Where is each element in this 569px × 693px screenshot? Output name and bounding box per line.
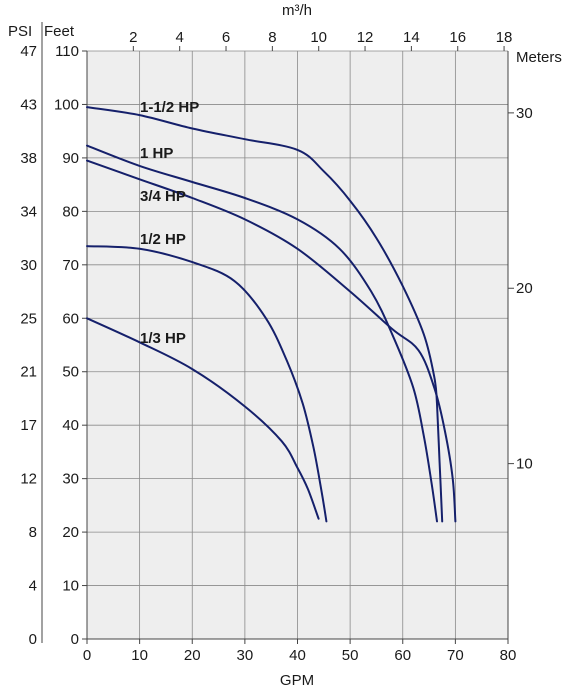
y-tick-label-8: 80	[62, 203, 79, 220]
y-tick-label-2: 20	[62, 524, 79, 541]
performance-curves	[86, 106, 457, 523]
x-tick-label-5: 50	[342, 647, 359, 664]
psi-tick-label-1: 4	[29, 578, 37, 595]
right-tick-label-0: 10	[516, 456, 533, 473]
curve-3-4-hp	[86, 159, 457, 523]
psi-tick-label-10: 43	[20, 96, 37, 113]
top-tick-label-6: 14	[403, 29, 420, 46]
x-tick-label-6: 60	[394, 647, 411, 664]
psi-tick-label-6: 25	[20, 310, 37, 327]
top-tick-label-2: 6	[222, 29, 230, 46]
right-tick-label-2: 30	[516, 105, 533, 122]
axes	[41, 22, 514, 644]
psi-tick-label-0: 0	[29, 631, 37, 648]
y-tick-label-11: 110	[55, 43, 79, 60]
y-tick-label-3: 30	[62, 471, 79, 488]
series-label-3-4-hp: 3/4 HP	[140, 188, 186, 205]
curve-1-3-hp	[86, 317, 320, 520]
top-tick-label-8: 18	[496, 29, 513, 46]
curve-1-2-hp	[86, 245, 328, 523]
y-tick-label-6: 60	[62, 310, 79, 327]
y-tick-label-1: 10	[62, 578, 79, 595]
psi-tick-label-2: 8	[29, 524, 37, 541]
x-axis-label: GPM	[280, 672, 314, 689]
top-tick-label-7: 16	[449, 29, 466, 46]
curve-1-hp	[86, 144, 438, 523]
series-label-1-1-2-hp: 1-1/2 HP	[140, 99, 199, 116]
x-tick-label-3: 30	[237, 647, 254, 664]
y-tick-label-7: 70	[62, 257, 79, 274]
tick-labels: 0102030405060708090100110048121721253034…	[20, 29, 532, 664]
psi-tick-label-8: 34	[20, 203, 37, 220]
psi-tick-label-5: 21	[20, 364, 37, 381]
y-tick-label-0: 0	[71, 631, 79, 648]
top-tick-label-3: 8	[268, 29, 276, 46]
psi-tick-label-4: 17	[20, 417, 37, 434]
x-tick-label-7: 70	[447, 647, 464, 664]
series-label-1-3-hp: 1/3 HP	[140, 330, 186, 347]
y-tick-label-9: 90	[62, 150, 79, 167]
psi-tick-label-7: 30	[20, 257, 37, 274]
y-axis-label: Feet	[44, 23, 75, 40]
y-tick-label-10: 100	[54, 96, 79, 113]
curve-1-1-2-hp	[86, 106, 444, 523]
top-tick-label-4: 10	[310, 29, 327, 46]
top-axis-label: m³/h	[282, 2, 312, 19]
series-label-1-2-hp: 1/2 HP	[140, 231, 186, 248]
psi-tick-label-9: 38	[20, 150, 37, 167]
psi-tick-label-11: 47	[20, 43, 37, 60]
right-axis-label: Meters	[516, 49, 562, 66]
x-tick-label-4: 40	[289, 647, 306, 664]
top-tick-label-0: 2	[129, 29, 137, 46]
x-tick-label-8: 80	[500, 647, 517, 664]
x-tick-label-2: 20	[184, 647, 201, 664]
x-tick-label-1: 10	[131, 647, 148, 664]
top-tick-label-1: 4	[176, 29, 184, 46]
psi-tick-label-3: 12	[20, 471, 37, 488]
right-tick-label-1: 20	[516, 280, 533, 297]
y-tick-label-4: 40	[62, 417, 79, 434]
series-label-1-hp: 1 HP	[140, 145, 173, 162]
left-outer-axis-label: PSI	[8, 23, 32, 40]
x-tick-label-0: 0	[83, 647, 91, 664]
y-tick-label-5: 50	[62, 364, 79, 381]
grid-lines	[86, 50, 509, 640]
top-tick-label-5: 12	[357, 29, 374, 46]
